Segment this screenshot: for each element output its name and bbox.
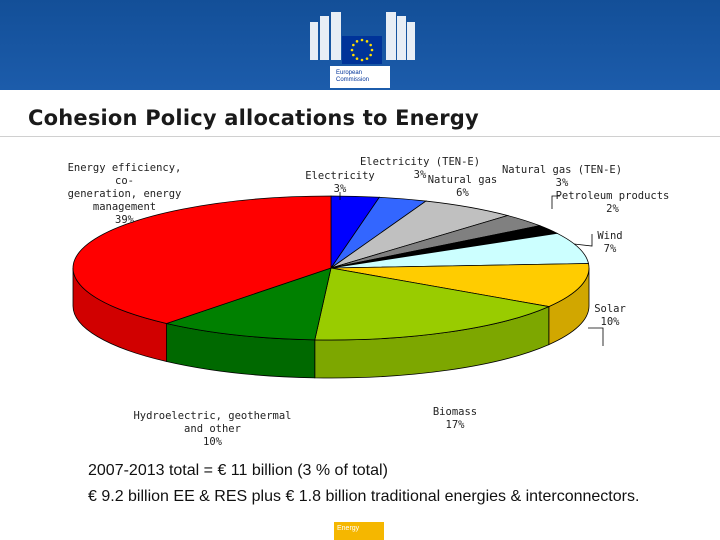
label-natural-gas: Natural gas 6% xyxy=(427,174,498,199)
label-petroleum-products: Petroleum products 2% xyxy=(555,190,670,215)
eu-star xyxy=(355,57,359,60)
breakdown-text: € 9.2 billion EE & RES plus € 1.8 billio… xyxy=(88,488,640,505)
eu-star xyxy=(369,53,372,57)
label-electricity-ten-e: Electricity (TEN-E) 3% xyxy=(359,156,481,181)
leader-line-2 xyxy=(588,327,604,346)
pie-slice-9 xyxy=(72,195,332,324)
pie-slice-8 xyxy=(165,267,332,341)
label-wind: Wind 7% xyxy=(597,230,623,255)
eu-star xyxy=(355,40,359,43)
logo-text-box xyxy=(330,66,390,88)
pie-slice-7 xyxy=(314,267,551,341)
title-divider xyxy=(0,136,720,137)
header-graphic xyxy=(0,0,720,90)
page-title: Cohesion Policy allocations to Energy xyxy=(28,106,479,130)
label-electricity: Electricity 3% xyxy=(305,170,375,195)
pie-slice-5 xyxy=(330,232,589,269)
pie-chart xyxy=(72,192,604,379)
building-icon xyxy=(310,12,415,60)
logo-line-2: Commission xyxy=(336,77,370,83)
label-energy-efficiency: Energy efficiency, co- generation, energ… xyxy=(67,162,182,226)
label-hydroelectric: Hydroelectric, geothermal and other 10% xyxy=(133,410,292,448)
commission-logo-text: European Commission xyxy=(336,70,369,84)
label-solar: Solar 10% xyxy=(594,303,626,328)
total-text: 2007-2013 total = € 11 billion (3 % of t… xyxy=(88,462,388,479)
logo-line-1: European xyxy=(336,70,363,76)
eu-star xyxy=(370,48,374,52)
label-biomass: Biomass 17% xyxy=(432,406,478,431)
eu-star xyxy=(360,38,364,42)
eu-star xyxy=(369,43,372,47)
header-band xyxy=(0,0,720,90)
pie-slice-6 xyxy=(330,263,590,307)
leader-line-3 xyxy=(551,195,560,209)
label-natural-gas-ten-e: Natural gas (TEN-E) 3% xyxy=(501,164,623,189)
eu-star xyxy=(350,48,354,52)
section-badge: Energy xyxy=(334,522,384,540)
eu-star xyxy=(365,57,369,60)
eu-star xyxy=(352,43,355,47)
eu-star xyxy=(360,58,364,62)
eu-star xyxy=(365,40,369,43)
eu-star xyxy=(352,53,355,57)
leader-line-1 xyxy=(573,234,593,247)
